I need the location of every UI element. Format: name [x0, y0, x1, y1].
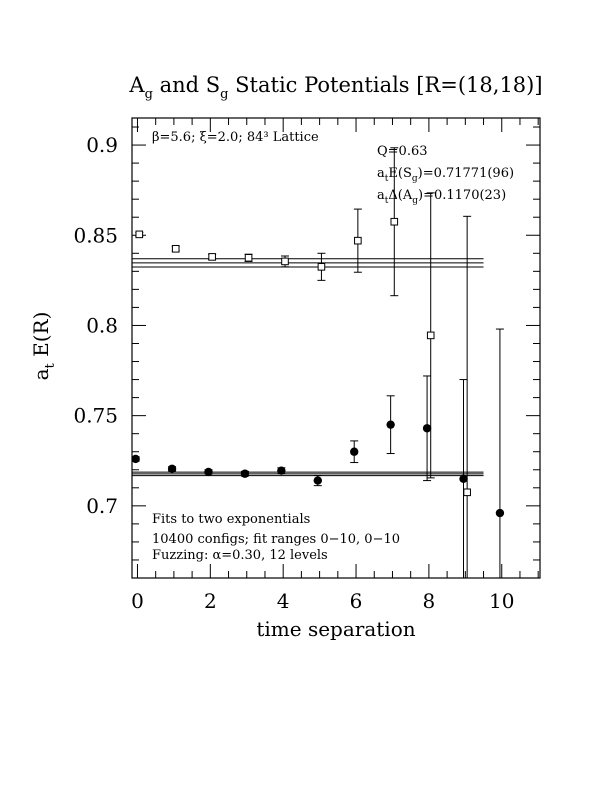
plot-frame — [131, 117, 541, 579]
data-point-square — [317, 263, 326, 271]
data-point-square — [463, 488, 471, 497]
data-point-circle — [495, 508, 505, 518]
data-point-square — [281, 257, 289, 266]
x-axis-label: time separation — [256, 617, 415, 641]
data-point-square — [426, 331, 435, 340]
data-point-square — [171, 244, 180, 253]
x-tick-label: 0 — [131, 589, 144, 613]
x-tick-label: 10 — [489, 589, 514, 613]
note-configs: 10400 configs; fit ranges 0−10, 0−10 — [152, 532, 400, 547]
y-tick-label: 0.85 — [73, 223, 118, 247]
note-fits: Fits to two exponentials — [152, 512, 310, 527]
data-point-square — [244, 254, 253, 262]
data-point-circle — [240, 469, 250, 478]
data-point-circle — [350, 447, 359, 456]
data-points — [131, 217, 505, 518]
data-point-circle — [277, 466, 286, 475]
data-point-circle — [167, 464, 177, 474]
axis-ticks — [132, 118, 540, 579]
fit-es: atE(Sg)=0.71771(96) — [377, 166, 514, 184]
data-point-circle — [313, 476, 322, 485]
lattice-info: β=5.6; ξ=2.0; 84³ Lattice — [152, 130, 319, 145]
y-tick-label: 0.9 — [86, 133, 118, 157]
note-fuzzing: Fuzzing: α=0.30, 12 levels — [152, 548, 328, 563]
x-tick-label: 8 — [423, 589, 436, 613]
data-point-circle — [459, 474, 468, 483]
fit-da: atΔ(Ag)=0.1170(23) — [377, 188, 506, 206]
data-point-square — [135, 230, 144, 239]
data-point-circle — [422, 424, 432, 433]
x-tick-labels: 0 2 4 6 8 10 — [131, 589, 514, 613]
x-tick-label: 6 — [350, 589, 363, 613]
data-point-circle — [204, 467, 213, 477]
y-tick-labels: 0.7 0.75 0.8 0.85 0.9 — [73, 133, 118, 518]
data-point-circle — [131, 454, 140, 464]
x-tick-label: 2 — [204, 589, 217, 613]
x-tick-label: 4 — [277, 589, 290, 613]
fit-q: Q=0.63 — [377, 144, 428, 159]
data-point-square — [208, 253, 216, 261]
chart-title: Ag and Sg Static Potentials [R=(18,18)] — [128, 73, 542, 102]
data-point-square — [354, 236, 362, 245]
y-tick-label: 0.75 — [73, 404, 118, 428]
data-point-square — [390, 217, 399, 226]
y-tick-label: 0.7 — [86, 494, 118, 518]
data-point-circle — [386, 420, 395, 429]
y-axis-label: at E(R) — [29, 312, 58, 381]
y-tick-label: 0.8 — [86, 313, 118, 337]
fit-bands — [132, 258, 484, 477]
